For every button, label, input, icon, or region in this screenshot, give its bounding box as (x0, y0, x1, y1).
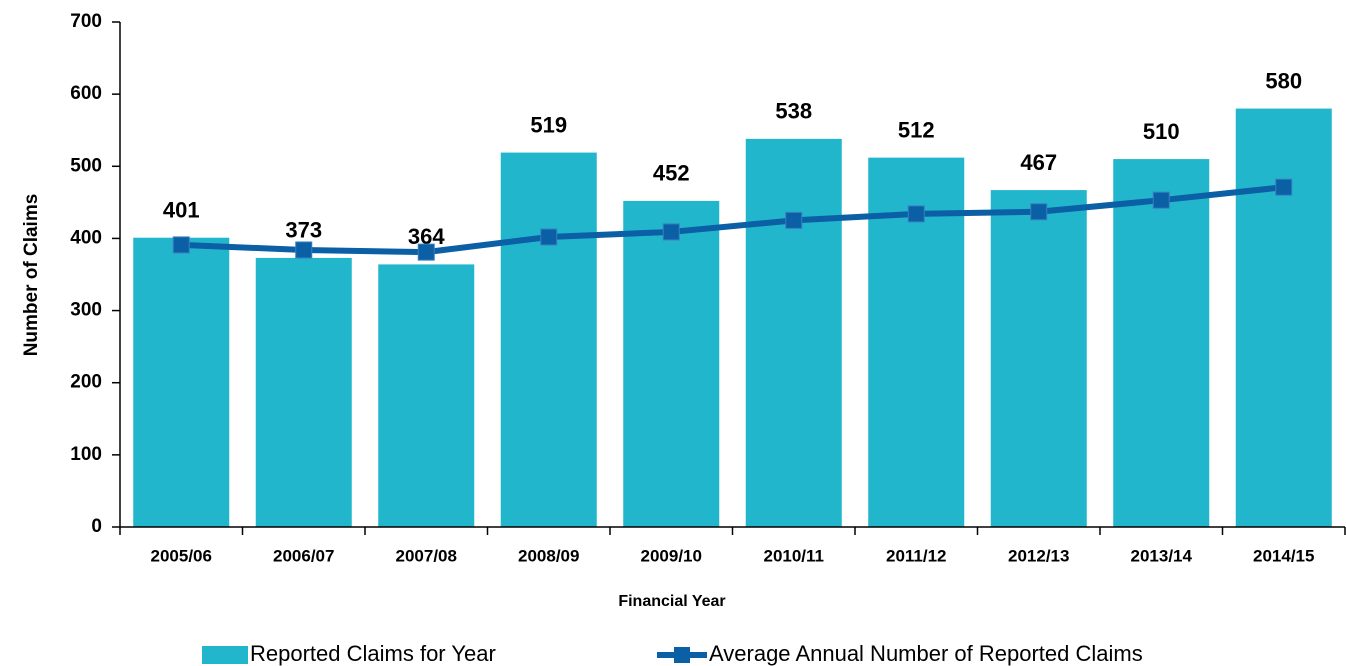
y-tick-label: 400 (70, 227, 102, 248)
line-marker (1275, 178, 1293, 196)
x-tick-label: 2008/09 (518, 546, 579, 565)
line-marker (907, 205, 925, 223)
x-tick-label: 2012/13 (1008, 546, 1069, 565)
data-label: 512 (898, 117, 935, 142)
line-marker (1030, 203, 1048, 221)
x-tick-label: 2005/06 (151, 546, 212, 565)
line-marker (785, 211, 803, 229)
y-tick-label: 300 (70, 300, 102, 321)
y-tick-label: 500 (70, 155, 102, 176)
bar (1235, 108, 1332, 528)
line-marker (662, 223, 680, 241)
y-tick-label: 600 (70, 83, 102, 104)
x-tick-label: 2009/10 (641, 546, 702, 565)
bar (745, 138, 842, 527)
bar (623, 200, 720, 527)
x-tick-label: 2006/07 (273, 546, 334, 565)
data-label: 452 (653, 161, 690, 186)
legend-swatch (674, 647, 690, 663)
line-marker (295, 241, 313, 259)
x-tick-label: 2007/08 (396, 546, 457, 565)
y-tick-label: 0 (91, 516, 102, 537)
x-tick-label: 2011/12 (886, 546, 947, 565)
y-tick-label: 100 (70, 444, 102, 465)
y-tick-label: 700 (70, 11, 102, 32)
bar (500, 152, 597, 528)
data-label: 510 (1143, 119, 1180, 144)
bar (255, 257, 352, 527)
bar (990, 190, 1087, 528)
data-label: 467 (1020, 150, 1057, 175)
legend-label: Average Annual Number of Reported Claims (709, 641, 1143, 666)
data-label: 580 (1265, 68, 1302, 93)
legend-swatch (202, 646, 248, 664)
line (181, 184, 1285, 256)
bar (133, 237, 230, 527)
data-label: 373 (285, 218, 322, 243)
data-label: 538 (775, 99, 812, 124)
line-marker (1152, 191, 1170, 209)
y-tick-label: 200 (70, 372, 102, 393)
bar (378, 264, 475, 527)
x-tick-label: 2014/15 (1253, 546, 1314, 565)
line-marker (172, 236, 190, 254)
legend-label: Reported Claims for Year (250, 641, 496, 666)
line-marker (540, 228, 558, 246)
x-tick-label: 2010/11 (763, 546, 824, 565)
data-label: 519 (530, 112, 567, 137)
y-axis-title: Number of Claims (21, 194, 42, 357)
bar (1113, 159, 1210, 528)
x-tick-label: 2013/14 (1131, 546, 1193, 565)
x-axis-title: Financial Year (618, 593, 725, 610)
data-label: 401 (163, 198, 200, 223)
line-marker (417, 243, 435, 261)
